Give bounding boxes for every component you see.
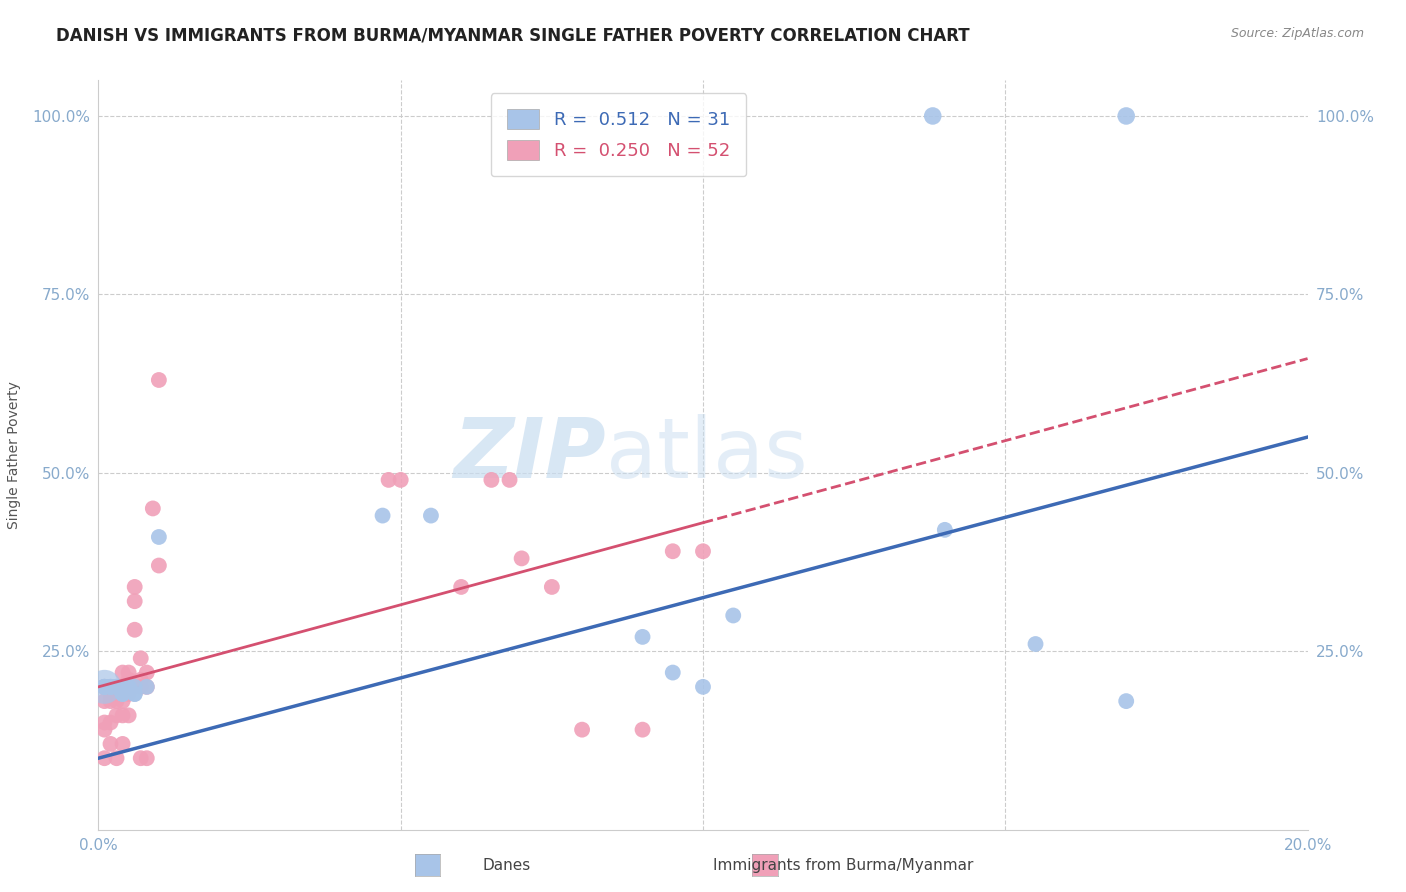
Point xyxy=(100,694,122,708)
Point xyxy=(100,680,122,694)
Point xyxy=(105,751,128,765)
Point xyxy=(124,580,146,594)
Point xyxy=(111,687,134,701)
Point xyxy=(100,687,122,701)
Point xyxy=(100,680,122,694)
Point xyxy=(148,530,170,544)
Point xyxy=(93,715,115,730)
Point xyxy=(111,665,134,680)
Point xyxy=(118,680,141,694)
Point xyxy=(105,680,128,694)
Point xyxy=(377,473,399,487)
Point xyxy=(389,473,412,487)
Text: atlas: atlas xyxy=(606,415,808,495)
Point xyxy=(571,723,593,737)
Point xyxy=(1115,694,1137,708)
Point xyxy=(93,723,115,737)
Point xyxy=(100,737,122,751)
Point xyxy=(124,623,146,637)
Point xyxy=(105,680,128,694)
Point xyxy=(105,680,128,694)
Point xyxy=(111,737,134,751)
Point xyxy=(93,680,115,694)
Point xyxy=(540,580,562,594)
Point xyxy=(692,680,714,694)
Point xyxy=(921,109,943,123)
Point xyxy=(118,673,141,687)
Text: Immigrants from Burma/Myanmar: Immigrants from Burma/Myanmar xyxy=(713,858,974,872)
Point xyxy=(129,751,152,765)
Point xyxy=(129,673,152,687)
Point xyxy=(692,544,714,558)
Point xyxy=(105,680,128,694)
Point xyxy=(135,680,157,694)
Point xyxy=(100,680,122,694)
Point xyxy=(105,694,128,708)
Point xyxy=(93,680,115,694)
Text: Source: ZipAtlas.com: Source: ZipAtlas.com xyxy=(1230,27,1364,40)
Point xyxy=(129,651,152,665)
Point xyxy=(631,723,654,737)
Point xyxy=(93,680,115,694)
Point xyxy=(124,687,146,701)
Point xyxy=(118,665,141,680)
Point xyxy=(1024,637,1046,651)
Point xyxy=(93,680,115,694)
Point xyxy=(498,473,520,487)
Point xyxy=(142,501,165,516)
Point xyxy=(124,594,146,608)
Y-axis label: Single Father Poverty: Single Father Poverty xyxy=(7,381,21,529)
Point xyxy=(135,680,157,694)
Point xyxy=(135,665,157,680)
Legend: R =  0.512   N = 31, R =  0.250   N = 52: R = 0.512 N = 31, R = 0.250 N = 52 xyxy=(491,93,747,176)
Point xyxy=(124,680,146,694)
Point xyxy=(111,687,134,701)
Point xyxy=(631,630,654,644)
Point xyxy=(93,680,115,694)
Point xyxy=(111,680,134,694)
Point xyxy=(148,373,170,387)
Point xyxy=(105,680,128,694)
Point xyxy=(124,687,146,701)
Point xyxy=(420,508,443,523)
Text: Danes: Danes xyxy=(482,858,530,872)
Point xyxy=(118,680,141,694)
Point xyxy=(105,680,128,694)
Text: DANISH VS IMMIGRANTS FROM BURMA/MYANMAR SINGLE FATHER POVERTY CORRELATION CHART: DANISH VS IMMIGRANTS FROM BURMA/MYANMAR … xyxy=(56,27,970,45)
Point xyxy=(450,580,472,594)
Point xyxy=(118,687,141,701)
Point xyxy=(100,715,122,730)
Point xyxy=(105,680,128,694)
Point xyxy=(129,680,152,694)
Point xyxy=(93,694,115,708)
Point xyxy=(661,544,683,558)
Point xyxy=(1115,109,1137,123)
Point xyxy=(105,708,128,723)
Point xyxy=(148,558,170,573)
Point xyxy=(111,708,134,723)
Point xyxy=(100,680,122,694)
Point xyxy=(111,680,134,694)
Point xyxy=(93,680,115,694)
Point xyxy=(105,680,128,694)
Point xyxy=(93,680,115,694)
Text: ZIP: ZIP xyxy=(454,415,606,495)
Point xyxy=(481,473,503,487)
Point xyxy=(510,551,533,566)
Point xyxy=(118,708,141,723)
Point xyxy=(93,680,115,694)
Point xyxy=(934,523,956,537)
Point xyxy=(100,680,122,694)
Point xyxy=(723,608,745,623)
Point xyxy=(135,751,157,765)
Point xyxy=(111,694,134,708)
Point xyxy=(93,751,115,765)
Point xyxy=(661,665,683,680)
Point xyxy=(371,508,394,523)
